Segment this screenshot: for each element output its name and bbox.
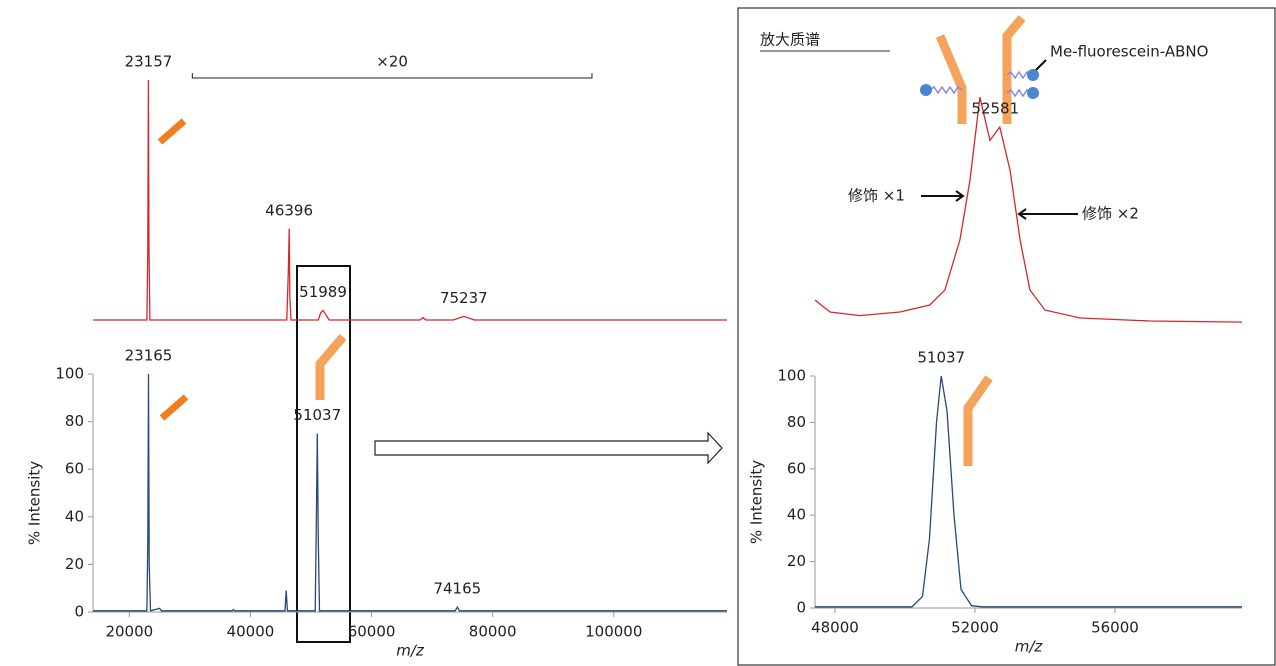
peak-label: 51037: [917, 349, 965, 367]
y-tick-label: 0: [796, 599, 806, 617]
panel-title: 放大质谱: [760, 31, 820, 49]
y-tick-label: 40: [787, 506, 806, 524]
y-axis-label: % Intensity: [26, 461, 44, 545]
y-tick-label: 20: [787, 552, 806, 570]
magnification-bracket: [192, 73, 592, 78]
spectrum-line: [815, 97, 1242, 322]
x-tick-label: 80000: [469, 623, 517, 641]
annotation: 修饰 ×1: [848, 187, 905, 205]
light-chain-icon: [162, 397, 186, 418]
spectrum-line: [93, 374, 727, 611]
y-tick-label: 80: [787, 413, 806, 431]
heavy-chain-icon: [968, 378, 989, 466]
label-arrow: [1036, 60, 1046, 70]
y-tick-label: 60: [65, 460, 84, 478]
x-axis-label: m/z: [1015, 638, 1044, 656]
x-tick-label: 40000: [227, 623, 275, 641]
x-tick-label: 100000: [585, 623, 642, 641]
light-chain-icon: [160, 121, 184, 142]
x-tick-label: 48000: [811, 619, 859, 637]
label-arrow: [921, 191, 963, 201]
y-tick-label: 60: [787, 459, 806, 477]
x-tick-label: 52000: [951, 619, 999, 637]
zoom-arrow: [375, 433, 722, 463]
figure: 23157 46396 51989 75237 ×20 0 20 40 60 80 100 20000…: [0, 0, 1276, 666]
y-tick-label: 100: [55, 365, 84, 383]
peak-label: 46396: [265, 201, 313, 219]
annotation: Me-fluorescein-ABNO: [1050, 43, 1208, 61]
y-tick-label: 100: [777, 367, 806, 385]
peak-label: 51037: [293, 406, 341, 424]
peak-label: 23157: [125, 53, 173, 71]
spectrum-line: [93, 80, 727, 320]
y-tick-label: 40: [65, 507, 84, 525]
peak-label: 51989: [299, 283, 347, 301]
y-axis-label: % Intensity: [748, 460, 766, 544]
x-axis-label: m/z: [396, 642, 425, 660]
spectrum-line: [815, 376, 1242, 607]
y-tick-label: 80: [65, 412, 84, 430]
peak-label: 52581: [971, 99, 1019, 117]
y-tick-label: 20: [65, 555, 84, 573]
heavy-chain-icon: [320, 337, 343, 400]
annotation: 修饰 ×2: [1082, 205, 1139, 223]
highlight-box: [297, 266, 350, 642]
peak-label: 23165: [125, 347, 173, 365]
label-arrow: [1019, 209, 1078, 219]
peak-label: 75237: [440, 289, 488, 307]
x-tick-label: 56000: [1091, 619, 1139, 637]
y-tick-label: 0: [74, 603, 84, 621]
x-tick-label: 60000: [348, 623, 396, 641]
peak-label: 74165: [433, 580, 481, 598]
magnification-label: ×20: [376, 53, 408, 71]
x-tick-label: 20000: [105, 623, 153, 641]
